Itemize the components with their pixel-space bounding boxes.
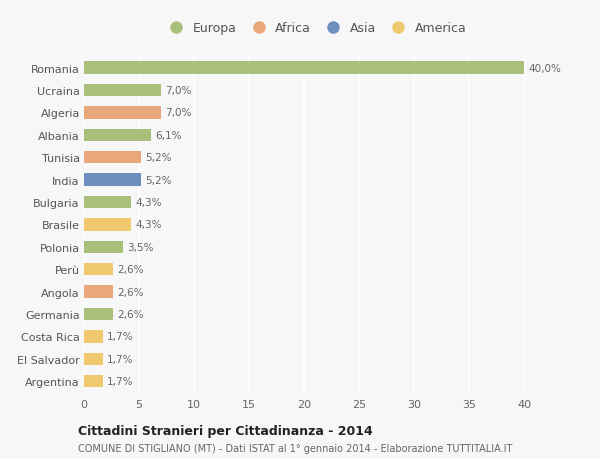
Text: 2,6%: 2,6% — [117, 287, 143, 297]
Bar — [84, 219, 131, 231]
Bar — [84, 353, 103, 365]
Text: 40,0%: 40,0% — [529, 63, 561, 73]
Bar — [84, 375, 103, 387]
Text: 4,3%: 4,3% — [136, 220, 162, 230]
Text: 1,7%: 1,7% — [107, 332, 134, 341]
Text: 6,1%: 6,1% — [155, 130, 182, 140]
Text: 7,0%: 7,0% — [166, 86, 192, 96]
Bar — [84, 308, 113, 320]
Bar — [84, 107, 161, 119]
Text: COMUNE DI STIGLIANO (MT) - Dati ISTAT al 1° gennaio 2014 - Elaborazione TUTTITAL: COMUNE DI STIGLIANO (MT) - Dati ISTAT al… — [78, 443, 512, 453]
Text: 4,3%: 4,3% — [136, 197, 162, 207]
Text: 3,5%: 3,5% — [127, 242, 154, 252]
Text: 2,6%: 2,6% — [117, 309, 143, 319]
Text: 5,2%: 5,2% — [146, 153, 172, 163]
Text: Cittadini Stranieri per Cittadinanza - 2014: Cittadini Stranieri per Cittadinanza - 2… — [78, 424, 373, 437]
Bar — [84, 85, 161, 97]
Text: 7,0%: 7,0% — [166, 108, 192, 118]
Bar — [84, 196, 131, 209]
Legend: Europa, Africa, Asia, America: Europa, Africa, Asia, America — [158, 17, 472, 40]
Bar — [84, 62, 524, 75]
Bar — [84, 129, 151, 142]
Bar — [84, 330, 103, 343]
Text: 5,2%: 5,2% — [146, 175, 172, 185]
Text: 2,6%: 2,6% — [117, 264, 143, 274]
Text: 1,7%: 1,7% — [107, 354, 134, 364]
Bar — [84, 286, 113, 298]
Bar — [84, 241, 122, 253]
Bar — [84, 263, 113, 276]
Text: 1,7%: 1,7% — [107, 376, 134, 386]
Bar — [84, 152, 141, 164]
Bar — [84, 174, 141, 186]
